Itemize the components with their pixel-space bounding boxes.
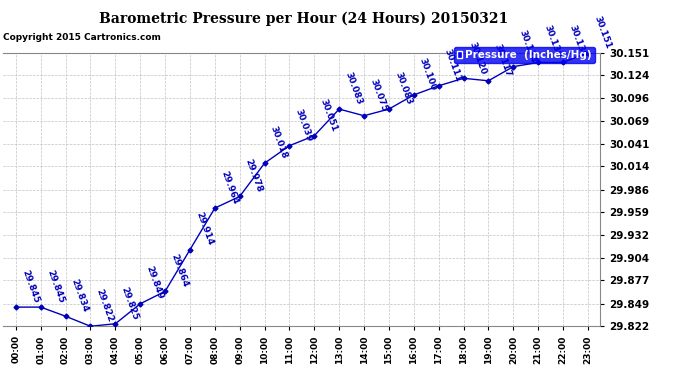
Text: 30.117: 30.117 xyxy=(493,42,513,78)
Text: 30.134: 30.134 xyxy=(518,28,538,64)
Text: 29.825: 29.825 xyxy=(119,285,140,321)
Text: Copyright 2015 Cartronics.com: Copyright 2015 Cartronics.com xyxy=(3,33,161,42)
Text: 30.139: 30.139 xyxy=(567,24,587,60)
Text: Barometric Pressure per Hour (24 Hours) 20150321: Barometric Pressure per Hour (24 Hours) … xyxy=(99,11,509,26)
Text: 30.139: 30.139 xyxy=(542,24,562,60)
Text: 30.018: 30.018 xyxy=(268,125,289,160)
Text: 30.083: 30.083 xyxy=(393,71,413,106)
Text: 30.120: 30.120 xyxy=(468,40,488,75)
Text: 29.834: 29.834 xyxy=(70,278,90,314)
Text: 29.964: 29.964 xyxy=(219,170,239,206)
Text: 30.075: 30.075 xyxy=(368,78,388,113)
Text: 30.039: 30.039 xyxy=(294,107,314,143)
Legend: Pressure  (Inches/Hg): Pressure (Inches/Hg) xyxy=(454,47,595,63)
Text: 29.845: 29.845 xyxy=(45,268,66,304)
Text: 30.100: 30.100 xyxy=(418,57,438,92)
Text: 29.914: 29.914 xyxy=(194,211,215,247)
Text: 29.822: 29.822 xyxy=(95,288,115,324)
Text: 30.111: 30.111 xyxy=(443,48,463,83)
Text: 29.978: 29.978 xyxy=(244,158,264,194)
Text: 29.845: 29.845 xyxy=(20,268,41,304)
Text: 29.864: 29.864 xyxy=(169,253,190,288)
Text: 30.083: 30.083 xyxy=(344,71,364,106)
Text: 30.051: 30.051 xyxy=(319,98,339,133)
Text: 29.849: 29.849 xyxy=(144,265,165,301)
Text: 30.151: 30.151 xyxy=(592,14,612,50)
